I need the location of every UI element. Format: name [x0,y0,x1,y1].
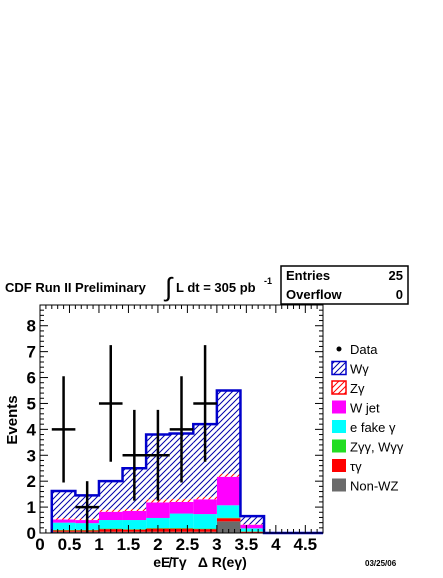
legend-entry-2: Zγ [332,381,365,396]
legend-label-0: Data [350,342,378,357]
date-stamp: 03/25/06 [365,559,397,568]
y-tick-label-7: 7 [27,343,36,362]
legend-entry-3: W jet [332,401,380,416]
x-tick-label-1.5: 1.5 [117,535,141,554]
bar-z--bin-3 [123,509,147,511]
legend: Data Wγ Zγ W jet e fake γ Zγγ, Wγγ τγ Non-WZ [332,342,404,494]
bar-w-jet-bin-5 [170,502,194,514]
luminosity-label: L dt = 305 pb [176,280,256,295]
bar-w--bin-2 [99,481,123,510]
y-tick-label-2: 2 [27,472,36,491]
luminosity-exponent: -1 [264,276,272,286]
y-tick-label-5: 5 [27,394,36,413]
legend-marker-data [337,347,342,352]
legend-label-2: Zγ [350,381,365,396]
legend-swatch-5 [332,440,346,453]
experiment-label: CDF Run II Preliminary [5,280,147,295]
bar-w-jet-bin-8 [240,525,264,529]
legend-swatch-2 [332,381,346,394]
legend-label-5: Zγγ, Wγγ [350,440,404,455]
entries-value: 25 [389,268,403,283]
bar-z--bin-5 [170,499,194,502]
x-tick-label-0: 0 [35,535,44,554]
legend-swatch-3 [332,401,346,414]
bar-z--bin-0 [52,518,76,520]
x-tick-label-4: 4 [271,535,281,554]
y-tick-label-3: 3 [27,446,36,465]
bar-w--bin-0 [52,491,76,518]
bar-w-jet-bin-2 [99,512,123,520]
legend-entry-5: Zγγ, Wγγ [332,440,404,455]
stacked-bars [52,391,323,534]
legend-swatch-4 [332,420,346,433]
bar-e-fake--bin-0 [52,523,76,530]
stats-box: Entries 25 Overflow 0 [281,266,408,304]
legend-entry-7: Non-WZ [332,479,398,494]
legend-entry-4: e fake γ [332,420,396,435]
bar---bin-7 [217,518,241,521]
legend-swatch-7 [332,479,346,492]
bar-w-jet-bin-3 [123,511,147,520]
data-point-0 [52,376,76,482]
legend-label-7: Non-WZ [350,479,398,494]
legend-label-1: Wγ [350,362,369,377]
entries-label: Entries [286,268,330,283]
legend-label-6: τγ [350,459,362,474]
bar-e-fake--bin-5 [170,514,194,529]
legend-swatch-1 [332,362,346,375]
bar-w--bin-7 [217,391,241,474]
data-point-2 [99,345,123,462]
legend-entry-6: τγ [332,459,362,474]
bar-w-jet-bin-4 [146,502,170,518]
x-tick-label-2.5: 2.5 [176,535,200,554]
x-tick-label-3.5: 3.5 [235,535,259,554]
y-tick-label-8: 8 [27,317,36,336]
legend-entry-0: Data [337,342,379,357]
x-tick-label-3: 3 [212,535,221,554]
bar-e-fake--bin-6 [193,514,217,529]
bar-e-fake--bin-2 [99,520,123,529]
legend-label-4: e fake γ [350,420,396,435]
bar-e-fake--bin-3 [123,520,147,529]
overflow-label: Overflow [286,287,343,302]
bar-z--bin-8 [240,524,264,525]
x-axis-title: eE̸Tγ Δ R(eγ) [153,554,247,570]
bar-w-jet-bin-6 [193,499,217,514]
y-tick-label-4: 4 [27,420,37,439]
bar-z--bin-2 [99,510,123,512]
x-tick-label-2: 2 [153,535,162,554]
integral-sign: ∫ [163,272,174,302]
bar-z-w--bin-7 [217,518,241,519]
x-tick-label-4.5: 4.5 [293,535,317,554]
legend-entry-1: Wγ [332,362,369,377]
bar-e-fake--bin-7 [217,505,241,517]
bar-w-jet-bin-7 [217,477,241,506]
bar-z--bin-6 [193,497,217,500]
y-tick-label-6: 6 [27,369,36,388]
x-tick-label-0.5: 0.5 [58,535,82,554]
bar-z-w--bin-5 [170,528,194,529]
y-tick-label-1: 1 [27,498,36,517]
legend-label-3: W jet [350,401,380,416]
legend-swatch-6 [332,459,346,472]
bar-z--bin-7 [217,474,241,477]
x-tick-label-1: 1 [94,535,103,554]
y-axis-title: Events [4,395,21,444]
bar-w-jet-bin-0 [52,520,76,523]
overflow-value: 0 [396,287,403,302]
